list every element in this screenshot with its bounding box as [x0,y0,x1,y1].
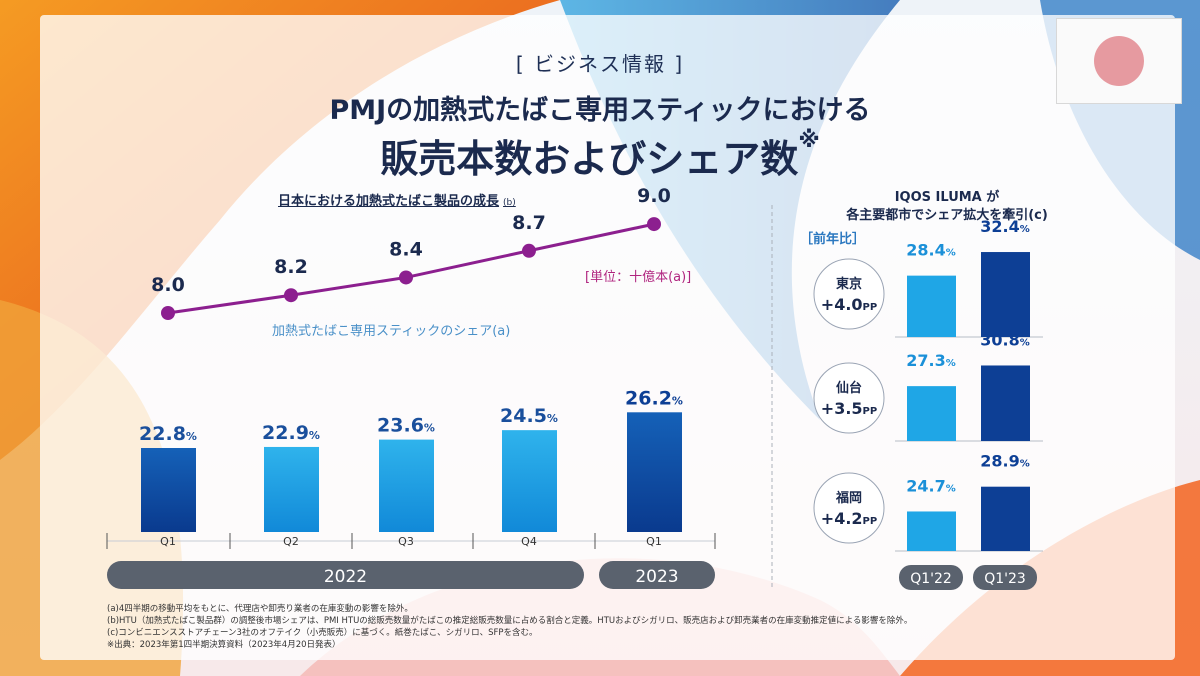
share-bar [141,448,196,532]
japan-flag-icon [1056,18,1182,104]
share-label: 加熱式たばこ専用スティックのシェア(a) [272,324,511,339]
city-badge [813,362,885,434]
city-chart-title-line1: IQOS ILUMA が [894,190,1000,205]
share-value-label: 23.6% [377,415,435,437]
sales-point [647,217,661,232]
yoy-label: ［前年比］ [800,232,866,247]
city-value-label: 27.3% [906,351,956,370]
share-value-label: 26.2% [625,387,683,409]
city-value-label: 28.9% [980,452,1030,471]
section-tag: [ ビジネス情報 ] [515,52,685,76]
city-category-pill [973,565,1037,590]
share-bar [502,430,557,532]
share-bar [379,439,434,532]
city-bar [981,486,1030,551]
share-value-label: 24.5% [500,405,558,427]
city-category-label: Q1'23 [984,571,1026,587]
footnote-a: (a)4四半期の移動平均をもとに、代理店や卸売り業者の在庫変動の影響を除外。 [107,604,413,614]
sales-point [284,288,298,303]
sales-value-label: 9.0 [637,185,671,207]
sales-point [522,243,536,258]
city-value-label: 28.4% [906,241,956,260]
city-name: 福岡 [835,490,862,506]
title-mark: ※ [798,128,820,153]
city-badge [813,472,885,544]
x-tick-label: Q3 [398,535,414,548]
unit-label: [単位：十億本(a)] [585,270,692,285]
share-value-label: 22.9% [262,422,320,444]
city-bar [981,252,1030,337]
x-tick-label: Q4 [521,535,537,548]
city-chart-title-line2: 各主要都市でシェア拡大を牽引(c) [846,208,1048,223]
x-tick-label: Q1 [646,535,662,548]
year-group-pill [599,561,715,589]
city-badge [813,258,885,330]
city-name: 仙台 [836,380,862,396]
sales-value-label: 8.2 [274,256,308,278]
city-bar [907,511,956,551]
growth-chart-title-note: (b) [503,198,516,208]
sales-value-label: 8.4 [389,238,423,260]
city-change: +3.5PP [821,399,877,418]
city-change: +4.2PP [821,509,877,528]
sales-point [161,306,175,320]
city-bar [981,365,1030,441]
share-bar [264,446,319,532]
growth-chart-title: 日本における加熱式たばこ製品の成長 (b) [278,194,516,209]
city-name: 東京 [836,276,862,292]
city-value-label: 24.7% [906,476,956,495]
city-bar [907,275,956,337]
page-title-line1: PMJの加熱式たばこ専用スティックにおける [329,95,871,126]
sales-point [399,270,413,285]
x-tick-label: Q2 [283,535,299,548]
city-value-label: 30.8% [980,330,1030,349]
year-group-label: 2023 [635,567,678,587]
share-bar [627,412,682,532]
sales-value-label: 8.7 [512,212,546,234]
year-group-pill [107,561,584,589]
year-group-label: 2022 [324,567,367,587]
footnote-b: (b)HTU（加熱式たばこ製品群）の調整後市場シェアは、PMI HTUの総販売数… [107,616,913,626]
city-value-label: 32.4% [980,217,1030,236]
sales-value-label: 8.0 [151,274,185,296]
city-category-pill [899,565,963,590]
city-category-label: Q1'22 [910,571,952,587]
footnote-source: ※出典：2023年第1四半期決算資料（2023年4月20日発表） [107,640,341,650]
share-value-label: 22.8% [139,423,197,445]
x-tick-label: Q1 [160,535,176,548]
city-change: +4.0PP [821,295,877,314]
page-title-line2: 販売本数およびシェア数※ [380,128,820,181]
city-bar [907,386,956,441]
footnote-c: (c)コンビニエンスストアチェーン3社のオフテイク（小売販売）に基づく。紙巻たば… [107,628,538,638]
